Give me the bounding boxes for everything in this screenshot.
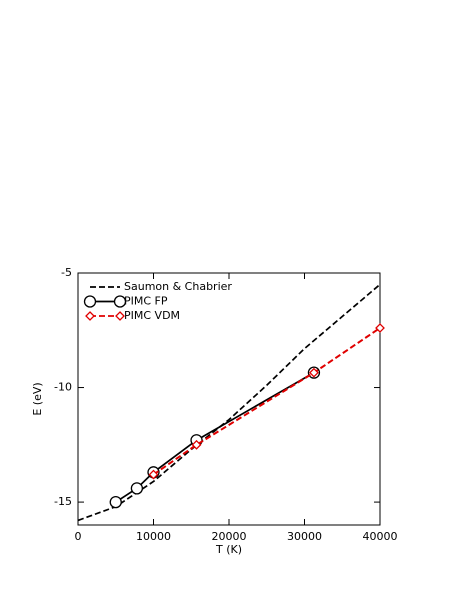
x-tick-label: 20000	[212, 530, 247, 543]
legend-label: PIMC FP	[124, 295, 168, 308]
legend-label: PIMC VDM	[124, 309, 180, 322]
legend-marker	[115, 311, 125, 321]
x-tick-label: 30000	[287, 530, 322, 543]
legend-marker	[85, 311, 95, 321]
y-tick-label: -15	[54, 495, 72, 508]
legend-marker	[83, 295, 97, 308]
x-tick-label: 0	[75, 530, 82, 543]
marker	[191, 439, 202, 450]
x-tick-label: 10000	[136, 530, 171, 543]
marker	[109, 495, 122, 509]
marker	[375, 323, 385, 333]
x-axis-label: T (K)	[215, 543, 242, 556]
legend-marker	[113, 295, 127, 308]
marker	[309, 367, 319, 378]
x-tick-label: 40000	[363, 530, 398, 543]
series-line	[152, 327, 381, 476]
y-tick-label: -10	[54, 381, 72, 394]
series-line	[77, 283, 381, 522]
marker	[148, 469, 159, 480]
y-axis-label: E (eV)	[31, 382, 44, 415]
y-tick-label: -5	[61, 266, 72, 279]
marker	[130, 482, 144, 495]
legend-label: Saumon & Chabrier	[124, 280, 232, 293]
